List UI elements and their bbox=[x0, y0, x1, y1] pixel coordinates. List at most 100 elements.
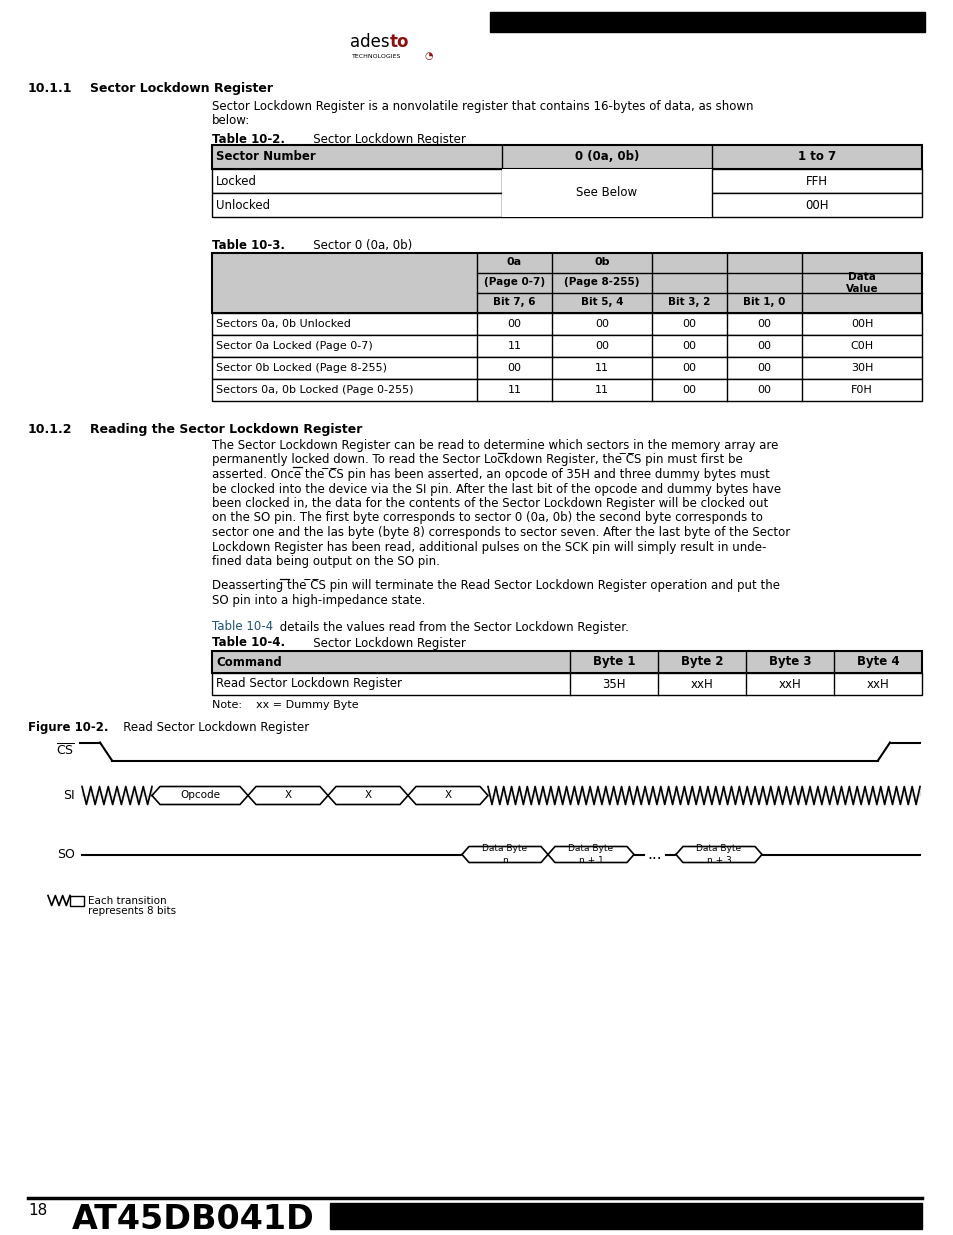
Bar bbox=[212, 379, 921, 401]
Text: fined data being output on the SO pin.: fined data being output on the SO pin. bbox=[212, 555, 439, 568]
Text: Sector Lockdown Register: Sector Lockdown Register bbox=[302, 636, 465, 650]
Bar bbox=[212, 335, 921, 357]
Text: 00H: 00H bbox=[804, 199, 828, 212]
Text: X: X bbox=[364, 790, 371, 800]
Text: SO: SO bbox=[57, 848, 75, 861]
Text: 18: 18 bbox=[28, 1203, 48, 1218]
Text: 11: 11 bbox=[507, 385, 521, 395]
Polygon shape bbox=[248, 787, 328, 804]
Text: SO pin into a high-impedance state.: SO pin into a high-impedance state. bbox=[212, 594, 425, 606]
Bar bbox=[501, 169, 711, 193]
Text: 10.1.1: 10.1.1 bbox=[28, 82, 72, 95]
Text: Read Sector Lockdown Register: Read Sector Lockdown Register bbox=[112, 720, 309, 734]
Text: $\overline{\mathrm{CS}}$: $\overline{\mathrm{CS}}$ bbox=[56, 742, 75, 758]
Bar bbox=[212, 144, 921, 169]
Text: 00: 00 bbox=[757, 341, 771, 351]
Text: Table 10-2.: Table 10-2. bbox=[212, 133, 285, 146]
Text: on the SO pin. The first byte corresponds to sector 0 (0a, 0b) the second byte c: on the SO pin. The first byte correspond… bbox=[212, 511, 762, 525]
Text: 00: 00 bbox=[757, 319, 771, 329]
Text: Data Byte
n: Data Byte n bbox=[482, 845, 527, 864]
Bar bbox=[330, 1203, 921, 1229]
Text: 11: 11 bbox=[595, 363, 608, 373]
Text: 30H: 30H bbox=[850, 363, 872, 373]
Text: Byte 2: Byte 2 bbox=[680, 656, 722, 668]
Text: to: to bbox=[390, 33, 409, 51]
Text: 00: 00 bbox=[595, 319, 608, 329]
Text: Read Sector Lockdown Register: Read Sector Lockdown Register bbox=[215, 678, 401, 690]
Text: Table 10-3.: Table 10-3. bbox=[212, 240, 285, 252]
Text: Data
Value: Data Value bbox=[844, 272, 878, 294]
Bar bbox=[212, 312, 921, 335]
Text: xxH: xxH bbox=[778, 678, 801, 690]
Bar bbox=[501, 193, 711, 217]
Bar bbox=[212, 357, 921, 379]
Text: 10.1.2: 10.1.2 bbox=[28, 424, 72, 436]
Text: details the values read from the Sector Lockdown Register.: details the values read from the Sector … bbox=[275, 620, 628, 634]
Text: 00: 00 bbox=[681, 385, 696, 395]
Text: 00: 00 bbox=[757, 363, 771, 373]
Text: Opcode: Opcode bbox=[180, 790, 220, 800]
Text: Locked: Locked bbox=[215, 175, 256, 188]
Polygon shape bbox=[328, 787, 408, 804]
Text: sector one and the las byte (byte 8) corresponds to sector seven. After the last: sector one and the las byte (byte 8) cor… bbox=[212, 526, 789, 538]
Text: represents 8 bits: represents 8 bits bbox=[88, 906, 176, 916]
Bar bbox=[70, 895, 84, 905]
Text: The Sector Lockdown Register can be read to determine which sectors in the memor: The Sector Lockdown Register can be read… bbox=[212, 438, 778, 452]
Text: been clocked in, the data for the contents of the Sector Lockdown Register will : been clocked in, the data for the conten… bbox=[212, 496, 767, 510]
Polygon shape bbox=[676, 846, 761, 862]
Text: (Page 8-255): (Page 8-255) bbox=[563, 277, 639, 287]
Text: Byte 3: Byte 3 bbox=[768, 656, 810, 668]
Text: 00: 00 bbox=[757, 385, 771, 395]
Text: 11: 11 bbox=[595, 385, 608, 395]
Text: 00: 00 bbox=[507, 319, 521, 329]
Text: 0a: 0a bbox=[506, 257, 521, 267]
Text: Command: Command bbox=[215, 656, 281, 668]
Text: Byte 1: Byte 1 bbox=[592, 656, 635, 668]
Text: xxH: xxH bbox=[690, 678, 713, 690]
Text: TECHNOLOGIES: TECHNOLOGIES bbox=[352, 53, 401, 58]
Text: below:: below: bbox=[212, 114, 250, 127]
Text: C0H: C0H bbox=[849, 341, 873, 351]
Text: ◔: ◔ bbox=[424, 51, 433, 61]
Text: Unlocked: Unlocked bbox=[215, 199, 270, 212]
Bar bbox=[212, 651, 921, 673]
Text: Deasserting the ̅C̅S pin will terminate the Read Sector Lockdown Register operat: Deasserting the ̅C̅S pin will terminate … bbox=[212, 579, 780, 593]
Text: Sector Lockdown Register is a nonvolatile register that contains 16-bytes of dat: Sector Lockdown Register is a nonvolatil… bbox=[212, 100, 753, 112]
Text: Sectors 0a, 0b Unlocked: Sectors 0a, 0b Unlocked bbox=[215, 319, 351, 329]
Text: Figure 10-2.: Figure 10-2. bbox=[28, 720, 109, 734]
Text: 35H: 35H bbox=[601, 678, 625, 690]
Text: Byte 4: Byte 4 bbox=[856, 656, 899, 668]
Text: xxH: xxH bbox=[865, 678, 888, 690]
Text: F0H: F0H bbox=[850, 385, 872, 395]
Bar bbox=[212, 253, 921, 312]
Text: 00: 00 bbox=[507, 363, 521, 373]
Text: Note:    xx = Dummy Byte: Note: xx = Dummy Byte bbox=[212, 700, 358, 710]
Text: 1 to 7: 1 to 7 bbox=[797, 149, 835, 163]
Text: 00: 00 bbox=[681, 319, 696, 329]
Text: 00: 00 bbox=[681, 341, 696, 351]
Text: Sectors 0a, 0b Locked (Page 0-255): Sectors 0a, 0b Locked (Page 0-255) bbox=[215, 385, 413, 395]
Text: Bit 5, 4: Bit 5, 4 bbox=[580, 296, 622, 308]
Bar bbox=[212, 169, 501, 193]
Text: Reading the Sector Lockdown Register: Reading the Sector Lockdown Register bbox=[90, 424, 362, 436]
Text: 00: 00 bbox=[681, 363, 696, 373]
Text: permanently locked down. To read the Sector Lockdown Register, the ̅C̅S pin must: permanently locked down. To read the Sec… bbox=[212, 453, 742, 467]
Text: X: X bbox=[284, 790, 292, 800]
Text: Bit 3, 2: Bit 3, 2 bbox=[668, 296, 710, 308]
Text: SI: SI bbox=[63, 789, 75, 802]
Text: Table 10-4.: Table 10-4. bbox=[212, 636, 285, 650]
Text: Each transition: Each transition bbox=[88, 897, 167, 906]
Text: Sector 0 (0a, 0b): Sector 0 (0a, 0b) bbox=[302, 240, 412, 252]
Text: ...: ... bbox=[647, 847, 661, 862]
Text: Lockdown Register has been read, additional pulses on the SCK pin will simply re: Lockdown Register has been read, additio… bbox=[212, 541, 765, 553]
Text: Sector 0b Locked (Page 8-255): Sector 0b Locked (Page 8-255) bbox=[215, 363, 387, 373]
Text: 0b: 0b bbox=[594, 257, 609, 267]
Bar bbox=[212, 673, 921, 694]
Text: Sector Lockdown Register: Sector Lockdown Register bbox=[90, 82, 273, 95]
Text: Bit 1, 0: Bit 1, 0 bbox=[742, 296, 785, 308]
Text: 0 (0a, 0b): 0 (0a, 0b) bbox=[575, 149, 639, 163]
Text: Data Byte
n + 1: Data Byte n + 1 bbox=[568, 845, 613, 864]
Text: AT45DB041D: AT45DB041D bbox=[71, 1203, 314, 1235]
Text: ades: ades bbox=[350, 33, 390, 51]
Text: 00: 00 bbox=[595, 341, 608, 351]
